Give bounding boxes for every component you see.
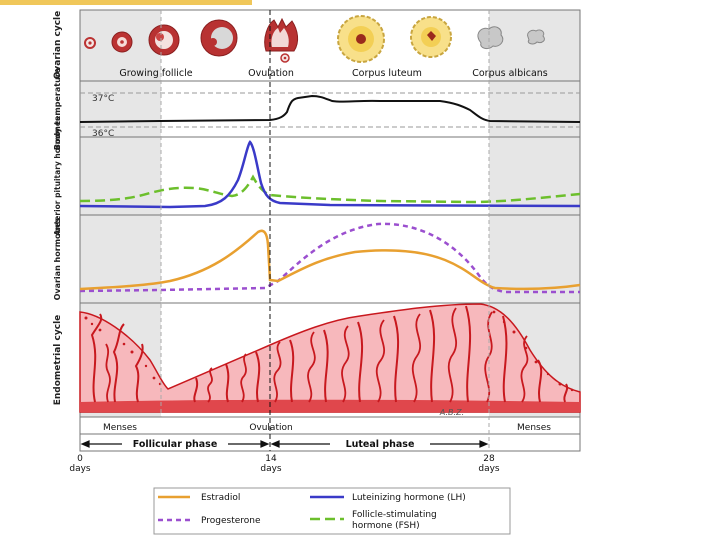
row-label-ovarian-hormones: Ovarian hormones (53, 217, 62, 300)
panel-separators (80, 80, 580, 435)
legend-label-estradiol: Estradiol (201, 493, 240, 503)
artist-signature: A.B.Z. (439, 408, 464, 417)
endometrium-illustration: A.B.Z. (79, 303, 581, 417)
luteal-phase-arrow (270, 440, 489, 448)
endometrium-base-layer (80, 399, 580, 412)
day-28-unit: days (478, 464, 500, 474)
follicular-phase-label: Follicular phase (133, 439, 218, 450)
row-label-endometrial-cycle: Endometrial cycle (53, 315, 63, 406)
temp-label-37: 37°C (92, 94, 114, 104)
stage-label-corpus-luteum: Corpus luteum (352, 68, 422, 79)
ovulation-label: Ovulation (249, 423, 292, 433)
stage-label-corpus-albicans: Corpus albicans (472, 68, 548, 79)
menses-label-left: Menses (103, 423, 137, 433)
row-label-ovarian-cycle: Ovarian cycle (53, 11, 63, 79)
day-28-number: 28 (483, 454, 495, 464)
menses-label-right: Menses (517, 423, 551, 433)
legend-label-fsh-line2: hormone (FSH) (352, 521, 420, 531)
corpus-albicans-2-icon (527, 29, 545, 45)
day-0-number: 0 (77, 454, 83, 464)
body-temperature-curve (79, 94, 581, 123)
corpus-albicans-1-icon (477, 26, 504, 50)
slide-accent-bar (0, 0, 252, 5)
ovarian-cycle-illustrations (84, 15, 545, 63)
day-0-unit: days (69, 464, 91, 474)
stage-label-ovulation: Ovulation (248, 68, 294, 79)
day-14-number: 14 (265, 454, 277, 464)
legend-label-progesterone: Progesterone (201, 516, 261, 526)
menses-debris (84, 310, 574, 392)
endometrial-glands (105, 307, 529, 403)
fsh-curve (79, 174, 581, 204)
day-14-unit: days (260, 464, 282, 474)
legend-label-fsh-line1: Follicle-stimulating (352, 510, 437, 520)
lh-curve (79, 140, 581, 209)
follicular-phase-arrow (80, 440, 270, 448)
diagram-frame (79, 9, 581, 452)
legend: Estradiol Progesterone Luteinizing hormo… (153, 487, 511, 535)
row-label-body-temperature: Body temperature (53, 67, 62, 150)
legend-label-lh: Luteinizing hormone (LH) (352, 493, 466, 503)
legend-box (153, 487, 511, 535)
endometrial-vessels (90, 305, 569, 403)
estradiol-curve (79, 229, 581, 291)
row-label-anterior-pituitary: Anterior pituitary hormones (53, 116, 62, 235)
temp-label-36: 36°C (92, 129, 114, 139)
luteal-phase-label: Luteal phase (346, 439, 415, 450)
stage-label-growing-follicle: Growing follicle (119, 68, 192, 79)
